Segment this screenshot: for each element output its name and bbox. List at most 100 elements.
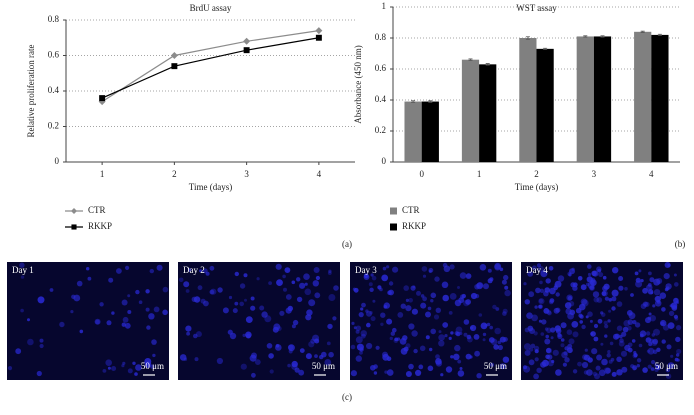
nucleus — [121, 364, 125, 368]
nucleus — [557, 275, 565, 282]
nucleus — [636, 364, 640, 368]
nucleus — [127, 368, 133, 374]
nucleus — [303, 273, 310, 281]
nucleus — [389, 336, 393, 341]
nucleus — [487, 278, 493, 284]
nucleus — [449, 293, 457, 300]
x-tick-label: 4 — [649, 169, 654, 179]
nucleus — [122, 361, 126, 365]
nucleus — [250, 296, 255, 301]
nucleus — [665, 286, 670, 291]
micrograph: Day 3 50 μm — [350, 262, 512, 380]
nucleus — [665, 368, 671, 373]
nucleus — [581, 361, 589, 369]
nucleus — [532, 265, 537, 271]
nucleus — [415, 369, 422, 376]
y-tick-label: 0.2 — [375, 125, 386, 135]
nucleus — [59, 321, 65, 328]
nucleus — [405, 298, 409, 302]
nucleus — [638, 269, 642, 273]
nucleus — [135, 289, 140, 295]
nucleus — [545, 347, 553, 354]
nucleus — [187, 268, 192, 272]
nucleus — [150, 364, 155, 369]
nucleus — [324, 359, 332, 366]
nucleus — [535, 287, 541, 294]
nucleus — [585, 315, 589, 319]
nucleus — [494, 262, 502, 270]
nucleus — [676, 325, 682, 331]
nucleus — [365, 309, 369, 313]
nucleus — [673, 273, 677, 277]
nucleus — [602, 275, 607, 280]
nucleus — [597, 268, 602, 273]
nucleus — [524, 343, 531, 351]
nucleus — [421, 266, 428, 272]
nucleus — [621, 366, 628, 373]
x-tick-label: 3 — [592, 169, 597, 179]
legend-label: RKKP — [88, 221, 112, 231]
nucleus — [660, 321, 665, 326]
nucleus — [651, 360, 656, 365]
nucleus — [381, 274, 389, 282]
nucleus — [626, 310, 633, 316]
nucleus — [148, 313, 155, 320]
nucleus — [601, 290, 608, 297]
nucleus — [448, 311, 453, 315]
nucleus — [524, 299, 530, 305]
nucleus — [429, 347, 433, 352]
nucleus — [554, 280, 562, 288]
nucleus — [654, 363, 658, 367]
nucleus — [234, 271, 239, 277]
nucleus — [579, 320, 583, 324]
nucleus — [624, 344, 631, 351]
error-bar — [600, 35, 605, 38]
nucleus — [593, 323, 599, 329]
x-tick-label: 3 — [244, 169, 249, 179]
image-background — [178, 262, 340, 380]
nucleus — [444, 334, 448, 338]
nucleus — [627, 325, 632, 331]
nucleus — [70, 310, 74, 314]
nucleus — [373, 371, 378, 375]
nucleus — [20, 308, 24, 313]
nucleus — [548, 266, 554, 271]
nucleus — [355, 336, 363, 344]
nucleus — [195, 331, 202, 338]
nucleus — [465, 273, 472, 279]
nucleus — [611, 296, 617, 302]
nucleus — [428, 269, 432, 273]
nucleus — [534, 357, 539, 362]
nucleus — [555, 369, 562, 376]
nucleus — [642, 287, 648, 294]
nucleus — [440, 373, 444, 377]
nucleus — [435, 354, 440, 360]
marker — [71, 224, 77, 230]
nucleus — [222, 307, 229, 314]
nucleus — [501, 279, 507, 285]
nucleus — [645, 331, 651, 336]
nucleus — [232, 308, 238, 314]
x-tick-label: 2 — [534, 169, 539, 179]
nucleus — [403, 285, 410, 291]
nucleus — [589, 319, 593, 323]
nucleus — [544, 287, 550, 293]
nucleus — [111, 311, 115, 315]
nucleus — [410, 285, 416, 291]
bar — [634, 31, 652, 162]
nucleus — [499, 267, 504, 272]
nucleus — [183, 281, 190, 288]
nucleus — [598, 272, 604, 278]
nucleus — [667, 322, 675, 329]
nucleus — [351, 321, 355, 325]
nucleus — [582, 354, 588, 360]
nucleus — [304, 282, 308, 286]
nucleus — [616, 301, 623, 307]
nucleus — [355, 355, 362, 362]
nucleus — [209, 289, 215, 295]
nucleus — [400, 303, 406, 309]
nucleus — [186, 331, 191, 336]
nucleus — [544, 338, 551, 345]
nucleus — [106, 320, 112, 326]
nucleus — [590, 277, 596, 283]
